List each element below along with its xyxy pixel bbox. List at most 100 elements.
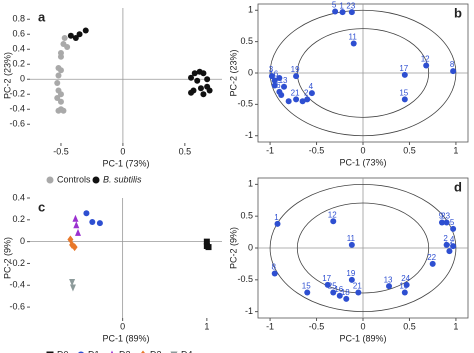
- marker: [304, 96, 311, 103]
- marker: [348, 9, 355, 16]
- marker: [336, 292, 343, 299]
- marker: [339, 9, 346, 16]
- marker: [350, 40, 357, 47]
- point-label: 15: [302, 282, 311, 291]
- x-tick-label: 0: [120, 321, 125, 331]
- marker: [278, 91, 285, 98]
- marker: [200, 70, 207, 77]
- marker: [423, 62, 430, 69]
- legend-label: D0: [57, 349, 69, 353]
- marker: [348, 241, 355, 248]
- marker: [268, 73, 275, 80]
- x-axis-title: PC-1 (73%): [102, 158, 149, 168]
- y-tick-label: 0.4: [12, 44, 25, 54]
- y-axis-title: PC-2 (9%): [2, 237, 12, 279]
- x-tick-label: 1: [453, 321, 458, 331]
- legend-label: B. subtilis: [103, 174, 142, 184]
- point-label: 17: [399, 64, 408, 73]
- point-label: 16: [334, 285, 343, 294]
- point-label: 12: [328, 210, 337, 219]
- marker: [293, 96, 300, 103]
- marker: [89, 219, 96, 225]
- marker: [57, 98, 64, 105]
- marker: [438, 219, 445, 226]
- legend-marker: [141, 350, 145, 353]
- marker: [429, 260, 436, 267]
- y-axis-title: PC-2 (23%): [228, 49, 238, 96]
- y-tick-label: 0: [20, 236, 25, 246]
- y-tick-label: 0.8: [12, 14, 25, 24]
- y-tick-label: -1: [245, 130, 253, 140]
- x-tick-label: -1: [266, 145, 274, 155]
- point-label: 1: [339, 1, 344, 10]
- y-tick-label: 0: [248, 242, 253, 252]
- marker: [60, 107, 67, 114]
- point-label: 5: [332, 1, 337, 10]
- y-tick-label: -0.2: [9, 89, 25, 99]
- marker: [450, 68, 457, 75]
- panel-letter: d: [454, 179, 462, 194]
- confidence-ellipse: [269, 9, 457, 137]
- point-label: 6: [276, 81, 281, 90]
- point-label: 11: [349, 33, 358, 42]
- marker: [54, 80, 61, 86]
- x-tick-label: -1: [266, 321, 274, 331]
- marker: [200, 91, 207, 98]
- marker: [304, 289, 311, 296]
- marker: [348, 276, 355, 283]
- y-axis-title: PC-2 (9%): [228, 227, 238, 269]
- marker: [64, 44, 71, 50]
- marker: [450, 243, 457, 250]
- marker: [293, 73, 300, 80]
- x-tick-label: -0.5: [53, 146, 69, 156]
- confidence-ellipse: [296, 28, 430, 118]
- y-tick-label: 1: [248, 179, 253, 189]
- marker: [197, 85, 204, 92]
- marker: [401, 71, 408, 78]
- y-tick-label: 0.5: [240, 36, 253, 46]
- marker: [188, 89, 195, 96]
- x-tick-label: 1: [453, 145, 458, 155]
- point-label: 19: [346, 269, 355, 278]
- marker: [72, 214, 79, 222]
- point-label: 19: [291, 65, 300, 74]
- marker: [271, 77, 278, 84]
- marker: [204, 76, 211, 83]
- marker: [450, 225, 457, 232]
- x-tick-label: -0.5: [309, 145, 325, 155]
- marker: [308, 90, 315, 97]
- legend-label: D1: [88, 349, 100, 353]
- marker: [443, 241, 450, 248]
- y-tick-label: 0.2: [12, 214, 25, 224]
- x-tick-label: 0: [360, 145, 365, 155]
- point-label: 24: [401, 274, 410, 283]
- marker: [55, 107, 62, 114]
- y-tick-label: 0: [20, 74, 25, 84]
- x-tick-label: 0.5: [403, 145, 416, 155]
- confidence-ellipse: [269, 183, 457, 313]
- marker: [71, 243, 78, 252]
- point-label: 23: [346, 1, 355, 10]
- point-label: 4: [450, 235, 455, 244]
- legend-label: Controls: [57, 174, 91, 184]
- marker: [69, 279, 76, 286]
- x-axis-title: PC-1 (73%): [339, 157, 386, 167]
- confidence-ellipse: [296, 202, 430, 294]
- point-label: 10: [399, 282, 408, 291]
- marker: [203, 238, 210, 245]
- marker: [57, 53, 64, 60]
- marker: [206, 87, 213, 94]
- marker: [55, 72, 62, 79]
- point-label: 13: [384, 275, 393, 284]
- legend-marker: [46, 176, 54, 184]
- panel-letter: b: [454, 5, 462, 20]
- point-label: 11: [347, 234, 356, 243]
- marker: [401, 289, 408, 296]
- marker: [73, 221, 80, 229]
- panel-letter: a: [38, 9, 46, 24]
- marker: [205, 244, 212, 251]
- legend-marker: [46, 351, 54, 353]
- marker: [443, 219, 450, 226]
- y-tick-label: 0.5: [240, 211, 253, 221]
- point-label: 4: [309, 82, 314, 91]
